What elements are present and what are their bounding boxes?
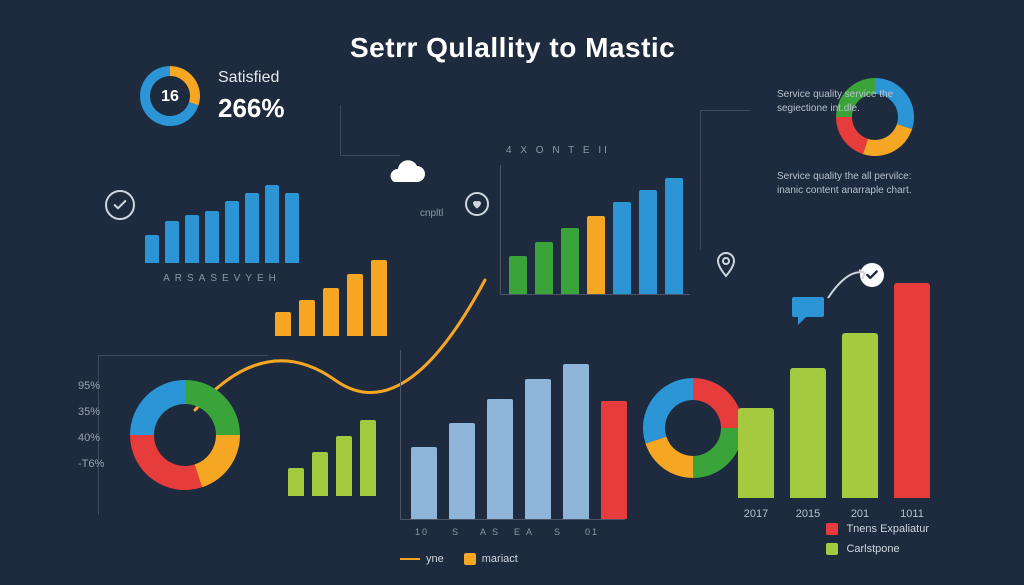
legend-label: Tnens Expaliatur	[846, 523, 929, 535]
legend-right: Tnens Expaliatur Carlstpone	[826, 523, 929, 555]
page-title: Setrr Qulallity to Mastic	[350, 32, 675, 64]
kpi-label: Satisfied	[218, 69, 285, 87]
legend-center: yne mariact	[400, 553, 518, 565]
y-axis-labels: 95% 35% 40% -T6%	[78, 380, 104, 470]
kpi-block: 16 Satisfied 266%	[140, 66, 285, 126]
legend-label: mariact	[482, 553, 518, 565]
orange-bar-chart	[275, 260, 387, 336]
arrow-curve-icon	[823, 263, 873, 303]
location-pin-icon	[716, 252, 736, 283]
y-tick: 40%	[78, 432, 104, 444]
connector	[340, 155, 400, 156]
small-green-bar-chart	[288, 420, 376, 496]
right-big-bar-chart: 201720152011011	[738, 283, 930, 520]
check-circle-icon	[105, 190, 135, 220]
legend-line-swatch	[400, 558, 420, 560]
y-tick: -T6%	[78, 458, 104, 470]
connector	[340, 105, 341, 155]
legend-square-swatch	[826, 543, 838, 555]
kpi-value: 266%	[218, 93, 285, 124]
kpi-donut: 16	[140, 66, 200, 126]
center-chart-xcaption: 4 X O N T E II	[506, 145, 610, 156]
connector	[700, 110, 750, 111]
legend-square-swatch	[464, 553, 476, 565]
y-tick: 35%	[78, 406, 104, 418]
bottom-pie-chart	[643, 378, 743, 483]
tr-descr-2: Service quality the all pervilce: inanic…	[777, 170, 912, 198]
center-bottom-bar-chart: 10SA SE AS01	[400, 350, 625, 520]
connector	[98, 355, 268, 356]
legend-label: Carlstpone	[846, 543, 899, 555]
cnpltl-label: cnpltl	[420, 208, 443, 219]
center-mixed-chart	[500, 165, 690, 295]
legend-square-swatch	[826, 523, 838, 535]
cloud-icon	[385, 160, 427, 193]
connector	[700, 110, 701, 250]
heart-circle-icon	[465, 192, 489, 216]
bottom-left-donut	[130, 380, 240, 495]
speech-bubble-icon	[790, 295, 826, 332]
legend-label: yne	[426, 553, 444, 565]
dashboard-canvas: Setrr Qulallity to Mastic 16 Satisfied 2…	[0, 0, 1024, 585]
tr-descr-1: Service quality service the segiectione …	[777, 88, 912, 116]
svg-text:16: 16	[161, 88, 179, 105]
y-tick: 95%	[78, 380, 104, 392]
